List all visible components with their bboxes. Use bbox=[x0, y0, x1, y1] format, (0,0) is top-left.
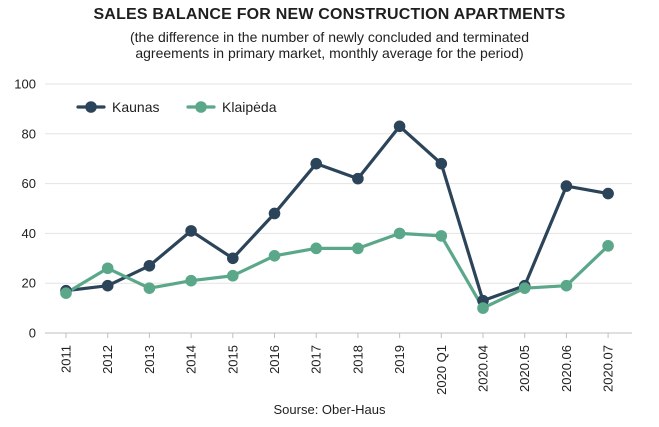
data-point-klaipėda bbox=[477, 302, 489, 314]
legend-swatch-marker bbox=[85, 101, 97, 113]
data-point-kaunas bbox=[352, 172, 364, 185]
x-tick-label: 2013 bbox=[142, 345, 157, 374]
y-tick-label: 40 bbox=[22, 226, 36, 241]
data-point-klaipėda bbox=[143, 282, 156, 294]
series-line-klaipėda bbox=[64, 231, 610, 310]
x-tick-label: 2016 bbox=[267, 345, 282, 374]
y-tick-label: 20 bbox=[22, 276, 36, 291]
chart-source: Sourse: Ober-Haus bbox=[273, 402, 386, 417]
x-tick-label: 2011 bbox=[59, 345, 74, 373]
data-point-klaipėda bbox=[227, 269, 239, 282]
data-point-klaipėda bbox=[185, 274, 197, 287]
chart-subtitle-line-2: agreements in primary market, monthly av… bbox=[135, 45, 524, 61]
data-point-kaunas bbox=[602, 187, 614, 200]
data-point-klaipėda bbox=[352, 242, 364, 255]
x-tick-label: 2018 bbox=[350, 345, 365, 374]
data-point-kaunas bbox=[101, 279, 114, 292]
data-point-klaipėda bbox=[60, 287, 72, 299]
data-point-klaipėda bbox=[560, 279, 573, 292]
series-line-kaunas bbox=[64, 124, 610, 303]
x-tick-label: 2020.07 bbox=[601, 345, 616, 392]
data-point-klaipėda bbox=[310, 242, 323, 255]
data-point-kaunas bbox=[560, 180, 573, 192]
chart-title: SALES BALANCE FOR NEW CONSTRUCTION APART… bbox=[93, 6, 566, 23]
y-tick-label: 0 bbox=[29, 326, 36, 341]
legend-swatch-marker bbox=[195, 101, 207, 113]
data-point-kaunas bbox=[185, 225, 197, 237]
x-tick-label: 2020.06 bbox=[559, 345, 574, 392]
data-point-klaipėda bbox=[602, 240, 614, 252]
chart-subtitle-line-1: (the difference in the number of newly c… bbox=[130, 29, 529, 45]
y-tick-label: 100 bbox=[14, 77, 36, 92]
legend-label: Kaunas bbox=[112, 99, 159, 115]
data-point-klaipėda bbox=[268, 250, 281, 262]
data-point-kaunas bbox=[143, 259, 156, 272]
x-tick-label: 2012 bbox=[100, 345, 115, 374]
data-point-kaunas bbox=[435, 157, 448, 170]
data-point-kaunas bbox=[310, 157, 323, 170]
data-point-kaunas bbox=[268, 207, 281, 220]
y-tick-label: 80 bbox=[22, 126, 36, 141]
y-tick-label: 60 bbox=[22, 176, 36, 191]
data-point-kaunas bbox=[393, 120, 406, 133]
x-tick-label: 2014 bbox=[184, 345, 199, 374]
x-tick-label: 2019 bbox=[392, 345, 407, 374]
x-tick-label: 2020.04 bbox=[476, 345, 491, 392]
data-point-klaipėda bbox=[393, 227, 406, 240]
x-tick-label: 2020 Q1 bbox=[434, 345, 449, 395]
legend-label: Klaipėda bbox=[222, 99, 277, 115]
data-point-klaipėda bbox=[518, 282, 531, 294]
data-point-kaunas bbox=[227, 252, 239, 265]
data-point-klaipėda bbox=[101, 262, 114, 275]
x-tick-label: 2020.05 bbox=[517, 345, 532, 392]
x-tick-label: 2015 bbox=[225, 345, 240, 374]
data-point-klaipėda bbox=[435, 230, 448, 242]
x-tick-label: 2017 bbox=[309, 345, 324, 374]
